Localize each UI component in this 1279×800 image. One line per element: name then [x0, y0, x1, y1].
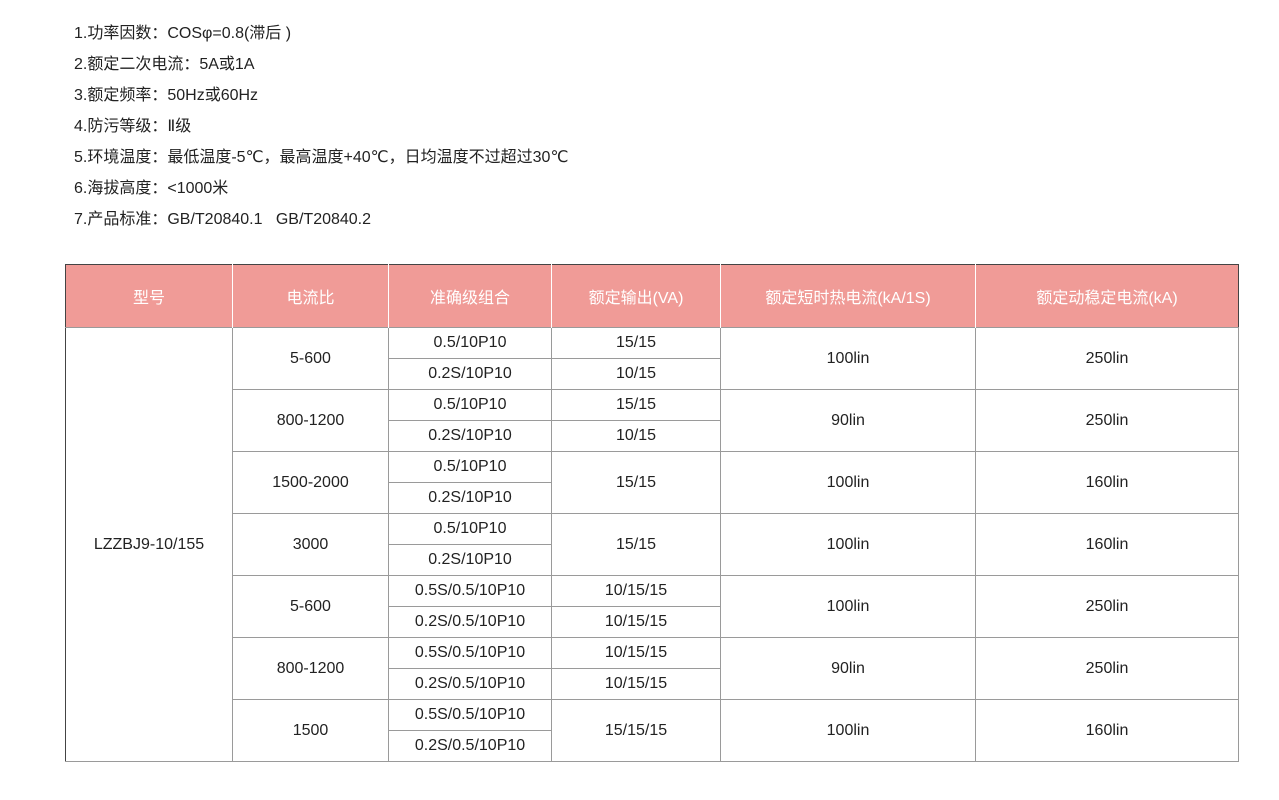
table-cell: 100lin: [720, 327, 976, 390]
table-cell: 0.5S/0.5/10P10: [388, 575, 552, 607]
table-cell: 5-600: [232, 575, 389, 638]
table-cell: 3000: [232, 513, 389, 576]
table-cell: 10/15: [551, 358, 721, 390]
table-row: LZZBJ9-10/155 5-600 0.5/10P10 15/15 100lin 25…: [65, 327, 1239, 762]
table-row: 3000 0.5/10P10 15/15 100lin 160lin: [66, 513, 1239, 576]
table-cell: 0.2S/0.5/10P10: [388, 606, 552, 638]
table-cell: 10/15/15: [551, 606, 721, 638]
table-cell: 100lin: [720, 451, 976, 514]
table-cell: 0.5/10P10: [388, 327, 552, 359]
table-row: 800-1200 0.5S/0.5/10P10 10/15/15 90lin 250li…: [66, 637, 1239, 700]
spec-item: 1.功率因数：COSφ=0.8(滞后 ): [74, 25, 292, 42]
table-cell: 0.2S/10P10: [388, 420, 552, 452]
spec-list: 1.功率因数：COSφ=0.8(滞后 ) 2.额定二次电流：5A或1A 3.额定…: [74, 18, 568, 235]
spec-item: 6.海拔高度：<1000米: [74, 180, 229, 197]
table-header-row: 型号 电流比 准确级组合 额定输出(VA) 额定短时热电流(kA/1S) 额定动…: [65, 264, 1239, 328]
header-cell: 额定动稳定电流(kA): [975, 264, 1239, 328]
table-cell: 10/15/15: [551, 637, 721, 669]
table-cell: 0.5/10P10: [388, 389, 552, 421]
table-cell: 0.2S/10P10: [388, 482, 552, 514]
spec-item: 4.防污等级：Ⅱ级: [74, 118, 192, 135]
table-cell: 0.5/10P10: [388, 513, 552, 545]
spec-item: 7.产品标准：GB/T20840.1 GB/T20840.2: [74, 211, 372, 228]
table-cell: 250lin: [975, 637, 1239, 700]
table-cell: 0.2S/0.5/10P10: [388, 668, 552, 700]
table-cell: 0.5S/0.5/10P10: [388, 637, 552, 669]
table-row: 0.2S/10P10: [66, 544, 1239, 576]
spec-item: 5.环境温度：最低温度-5℃，最高温度+40℃，日均温度不过超过30℃: [74, 149, 569, 166]
table-cell: 0.2S/10P10: [388, 544, 552, 576]
table-cell: 1500: [232, 699, 389, 762]
table-cell: 250lin: [975, 389, 1239, 452]
table-row: 800-1200 0.5/10P10 15/15 90lin 250lin: [66, 389, 1239, 452]
table-cell: 800-1200: [232, 637, 389, 700]
table-cell: 100lin: [720, 513, 976, 576]
table-row: 0.2S/0.5/10P10 10/15/15: [66, 668, 1239, 700]
table-row: 5-600 0.5S/0.5/10P10 10/15/15 100lin 250lin: [66, 575, 1239, 638]
table-cell: 5-600: [232, 327, 389, 390]
table-cell: 160lin: [975, 451, 1239, 514]
header-cell: 额定输出(VA): [551, 264, 721, 328]
table-cell: 0.5S/0.5/10P10: [388, 699, 552, 731]
header-cell: 型号: [65, 264, 233, 328]
table-row: 1500 0.5S/0.5/10P10 15/15/15 100lin 160lin: [66, 699, 1239, 762]
table-cell: 800-1200: [232, 389, 389, 452]
table-cell: 90lin: [720, 637, 976, 700]
table-row: 0.2S/10P10 10/15: [66, 358, 1239, 390]
table-row: 0.2S/10P10: [66, 482, 1239, 514]
table-cell: 160lin: [975, 699, 1239, 762]
table-cell: LZZBJ9-10/155: [65, 327, 233, 762]
table-cell: 250lin: [975, 575, 1239, 638]
table-cell: 1500-2000: [232, 451, 389, 514]
table-row: 0.2S/0.5/10P10: [66, 730, 1239, 762]
table-cell: 0.2S/10P10: [388, 358, 552, 390]
table-cell: 10/15/15: [551, 575, 721, 607]
table-cell: 160lin: [975, 513, 1239, 576]
table-row: 1500-2000 0.5/10P10 15/15 100lin 160lin: [66, 451, 1239, 514]
table-cell: 15/15: [551, 451, 721, 514]
table-cell: 15/15: [551, 513, 721, 576]
spec-table: 型号 电流比 准确级组合 额定输出(VA) 额定短时热电流(kA/1S) 额定动…: [65, 264, 1239, 762]
header-cell: 电流比: [232, 264, 389, 328]
table-cell: 250lin: [975, 327, 1239, 390]
table-cell: 0.5/10P10: [388, 451, 552, 483]
spec-item: 2.额定二次电流：5A或1A: [74, 56, 255, 73]
table-cell: 15/15: [551, 389, 721, 421]
table-cell: 0.2S/0.5/10P10: [388, 730, 552, 762]
header-cell: 准确级组合: [388, 264, 552, 328]
table-cell: 15/15/15: [551, 699, 721, 762]
table-cell: 100lin: [720, 575, 976, 638]
table-row: 0.2S/0.5/10P10 10/15/15: [66, 606, 1239, 638]
table-cell: 90lin: [720, 389, 976, 452]
header-cell: 额定短时热电流(kA/1S): [720, 264, 976, 328]
table-cell: 10/15: [551, 420, 721, 452]
table-row: 0.2S/10P10 10/15: [66, 420, 1239, 452]
spec-item: 3.额定频率：50Hz或60Hz: [74, 87, 259, 104]
table-cell: 10/15/15: [551, 668, 721, 700]
table-cell: 15/15: [551, 327, 721, 359]
table-cell: 100lin: [720, 699, 976, 762]
